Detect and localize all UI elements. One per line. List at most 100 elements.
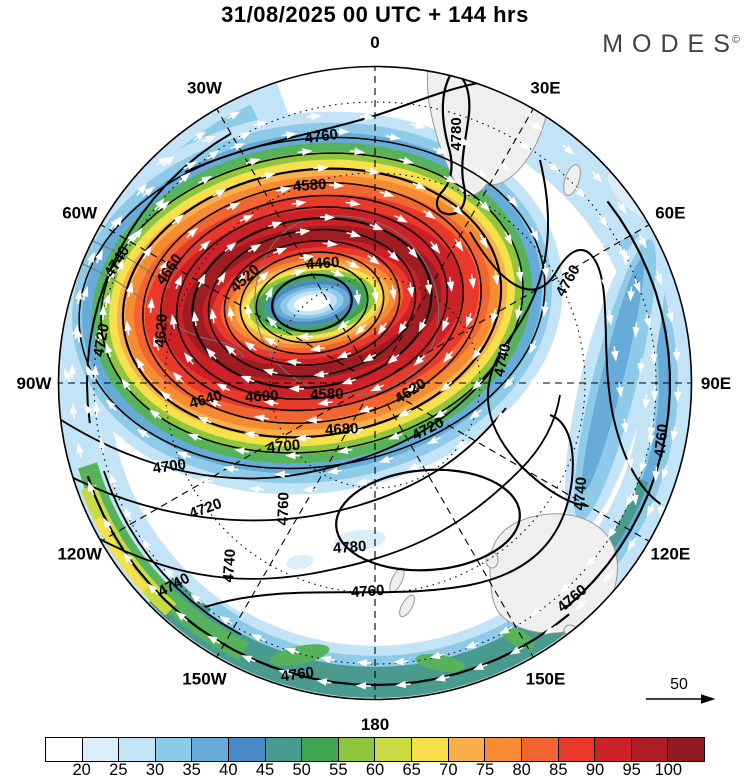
colorbar-segment bbox=[229, 738, 266, 761]
contour-ring bbox=[255, 262, 369, 344]
colorbar-segment bbox=[375, 738, 413, 761]
wind-arrow bbox=[429, 651, 445, 660]
colorbar-ticks: 20 25 30 35 40 45 50 55 60 65 70 75 80 85 90 95 100 bbox=[45, 761, 705, 782]
wind-arrow bbox=[224, 242, 237, 253]
contour-label: 4780 bbox=[448, 117, 465, 150]
colorbar-tick: 45 bbox=[255, 761, 275, 779]
wind-arrow bbox=[209, 308, 217, 324]
wind-arrow bbox=[606, 310, 614, 326]
wind-arrow bbox=[149, 409, 162, 420]
wind-arrow bbox=[654, 270, 662, 286]
wind-arrow bbox=[432, 146, 448, 155]
wind-arrow bbox=[541, 263, 550, 279]
wind-arrow bbox=[627, 286, 635, 302]
wind-arrow bbox=[133, 227, 143, 241]
wind-arrow bbox=[320, 655, 336, 664]
contour-label: 4780 bbox=[332, 538, 366, 557]
wind-arrow bbox=[454, 238, 464, 252]
wind-arrow bbox=[439, 381, 453, 392]
wind-arrow bbox=[647, 430, 655, 446]
wind-arrow bbox=[59, 291, 61, 303]
wind-arrow bbox=[349, 147, 365, 156]
wind-arrow bbox=[171, 214, 185, 225]
wind-arrow bbox=[362, 353, 377, 363]
colorbar-segment bbox=[668, 738, 704, 761]
wind-arrow bbox=[412, 181, 427, 190]
wind-arrow bbox=[418, 318, 427, 333]
wind-arrow bbox=[638, 234, 647, 249]
wind-arrow bbox=[239, 214, 254, 223]
wind-arrow bbox=[105, 342, 113, 358]
wind-arrow bbox=[142, 186, 155, 197]
geopotential-contours bbox=[59, 70, 671, 687]
wind-arrow bbox=[552, 223, 561, 238]
wind-arrow bbox=[198, 176, 213, 185]
contour-ring bbox=[223, 240, 401, 366]
wind-arrow bbox=[517, 141, 531, 151]
wind-arrow bbox=[631, 490, 639, 506]
contour-label: 4720 bbox=[90, 322, 113, 358]
wind-arrow bbox=[492, 270, 500, 286]
wind-arrow bbox=[103, 292, 111, 308]
colorbar-tick: 95 bbox=[622, 761, 641, 779]
wind-arrow bbox=[562, 144, 575, 155]
wind-arrow bbox=[471, 379, 484, 391]
contour-label: 4680 bbox=[325, 420, 359, 439]
colorbar-segment bbox=[302, 738, 339, 761]
wind-arrow bbox=[183, 161, 198, 170]
wind-arrow bbox=[639, 458, 647, 474]
wind-arrow bbox=[69, 403, 78, 419]
wind-arrow bbox=[621, 418, 629, 434]
wind-arrow bbox=[178, 172, 191, 184]
wind-arrow bbox=[262, 368, 278, 376]
wind-arrow bbox=[666, 308, 674, 324]
wind-arrow bbox=[530, 189, 541, 203]
wind-arrow bbox=[136, 357, 145, 372]
wind-arrow bbox=[627, 537, 637, 551]
longitude-label: 150W bbox=[182, 669, 227, 688]
wind-arrow bbox=[622, 250, 630, 266]
wind-arrow bbox=[159, 260, 168, 274]
colorbar-segment bbox=[192, 738, 230, 761]
wind-arrow bbox=[637, 358, 645, 374]
wind-arrow bbox=[72, 324, 80, 340]
wind-arrows bbox=[59, 111, 682, 690]
wind-arrow bbox=[633, 278, 641, 294]
wind-arrow bbox=[116, 258, 124, 274]
wind-arrow bbox=[353, 290, 362, 306]
wind-arrow bbox=[217, 271, 226, 286]
shading-blob bbox=[415, 654, 465, 672]
contour-label: 4460 bbox=[305, 254, 339, 273]
longitude-label: 120E bbox=[650, 545, 690, 564]
wind-arrow bbox=[515, 267, 524, 283]
wind-arrow bbox=[464, 641, 480, 649]
colorbar-segment bbox=[412, 738, 449, 761]
wind-arrow bbox=[478, 200, 491, 212]
wind-arrow bbox=[616, 382, 624, 398]
wind-arrow bbox=[253, 414, 269, 422]
wind-arrow bbox=[378, 455, 394, 463]
wind-arrow bbox=[611, 346, 619, 362]
wind-arrow bbox=[207, 399, 222, 408]
colorbar-tick: 50 bbox=[292, 761, 311, 779]
wind-arrow bbox=[240, 375, 255, 384]
wind-arrow bbox=[113, 215, 123, 229]
longitude-label: 30W bbox=[187, 79, 223, 98]
contour-line bbox=[65, 394, 561, 580]
wind-arrow bbox=[367, 254, 380, 265]
wind-arrow bbox=[98, 437, 107, 453]
wind-arrow bbox=[422, 209, 436, 220]
contour-label: 4580 bbox=[292, 176, 326, 195]
wind-arrow bbox=[406, 383, 420, 393]
map-boundary-circle bbox=[57, 65, 693, 701]
wind-arrow bbox=[529, 340, 537, 355]
wind-arrow bbox=[507, 195, 519, 207]
wind-arrow bbox=[388, 432, 403, 440]
wind-arrow bbox=[647, 502, 655, 517]
longitude-label: 90E bbox=[701, 374, 731, 393]
wind-arrow bbox=[495, 410, 508, 422]
wind-arrow bbox=[302, 485, 318, 494]
wind-arrow bbox=[216, 383, 230, 392]
wind-arrow bbox=[317, 398, 333, 407]
wind-arrow bbox=[454, 440, 469, 449]
